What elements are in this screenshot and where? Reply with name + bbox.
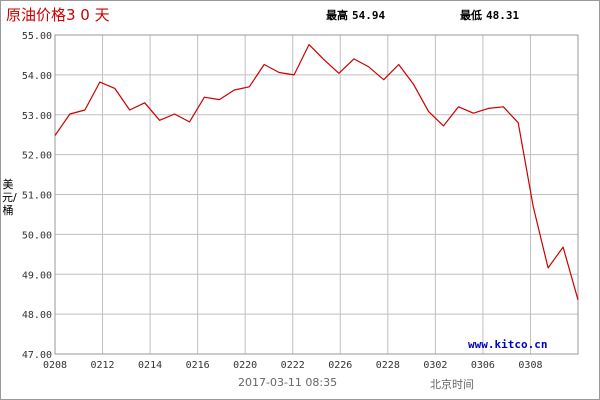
price-line	[54, 43, 579, 300]
x-tick-label: 0216	[186, 360, 210, 371]
y-tick-label: 53.00	[22, 111, 52, 122]
y-tick-labels: 47.00 48.00 49.00 50.00 51.00 52.00 53.00 54.00…	[22, 31, 52, 361]
plot-border	[54, 34, 579, 355]
x-tick-label: 0208	[43, 360, 67, 371]
high-label: 最高	[326, 9, 348, 22]
high-stat: 最高 54.94	[326, 7, 385, 23]
x-tick-label: 0302	[423, 360, 447, 371]
x-tick-label: 0228	[376, 360, 400, 371]
y-tick-label: 50.00	[22, 230, 52, 241]
y-tick-label: 55.00	[22, 31, 52, 42]
x-tick-label: 0212	[90, 360, 114, 371]
timestamp: 2017-03-11 08:35	[238, 376, 338, 389]
y-tick-label: 49.00	[22, 270, 52, 281]
y-tick-label: 52.00	[22, 151, 52, 162]
x-tick-label: 0306	[471, 360, 495, 371]
watermark: www.kitco.cn	[468, 338, 548, 351]
y-tick-label: 51.00	[22, 191, 52, 202]
timezone-label: 北京时间	[430, 378, 474, 391]
low-value: 48.31	[486, 9, 520, 22]
y-tick-label: 54.00	[22, 71, 52, 82]
x-tick-label: 0226	[328, 360, 352, 371]
x-tick-labels: 0208 0212 0214 0216 0220 0222 0226 0228 0302 0306…	[43, 360, 543, 371]
x-tick-label: 0220	[233, 360, 257, 371]
y-axis-label: 美元/桶	[2, 178, 17, 217]
low-label: 最低	[460, 9, 482, 22]
y-tick-label: 47.00	[22, 350, 52, 361]
x-tick-label: 0214	[138, 360, 162, 371]
grid-lines	[54, 34, 578, 355]
chart-title: 原油价格3 0 天	[6, 6, 110, 24]
x-tick-label: 0222	[281, 360, 305, 371]
y-tick-label: 48.00	[22, 310, 52, 321]
high-value: 54.94	[352, 9, 386, 22]
low-stat: 最低 48.31	[460, 7, 519, 23]
x-tick-label: 0308	[518, 360, 542, 371]
